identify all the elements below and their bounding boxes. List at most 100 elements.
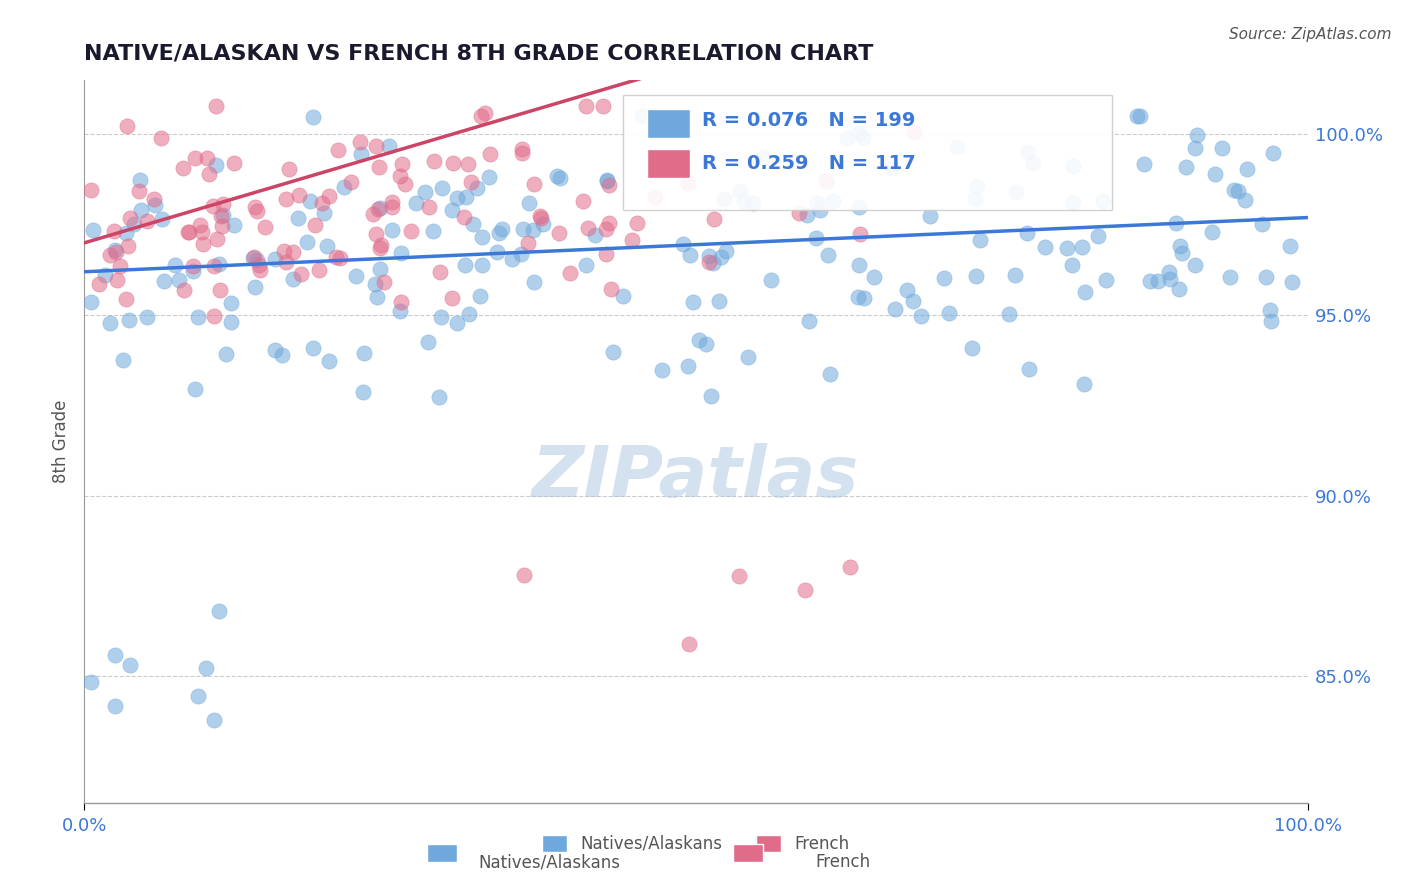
Natives/Alaskans [1204, 167, 1226, 181]
French [839, 559, 862, 574]
French [697, 255, 720, 269]
Natives/Alaskans [938, 306, 960, 320]
Natives/Alaskans [966, 179, 988, 194]
Natives/Alaskans [835, 130, 858, 145]
Bar [733, 844, 763, 862]
French [143, 193, 166, 207]
French [211, 196, 233, 211]
Natives/Alaskans [1234, 193, 1257, 207]
Natives/Alaskans [509, 246, 531, 260]
Natives/Alaskans [441, 202, 464, 217]
Natives/Alaskans [1139, 274, 1161, 288]
Natives/Alaskans [852, 130, 875, 145]
Natives/Alaskans [965, 269, 987, 284]
Natives/Alaskans [430, 181, 453, 195]
French [364, 227, 387, 241]
Natives/Alaskans [818, 367, 841, 381]
French [849, 227, 872, 241]
Natives/Alaskans [1017, 226, 1039, 240]
Natives/Alaskans [1062, 194, 1084, 209]
French [184, 151, 207, 165]
French [814, 173, 837, 187]
Natives/Alaskans [457, 307, 479, 321]
Natives/Alaskans [219, 315, 242, 329]
Natives/Alaskans [862, 269, 884, 284]
French [191, 237, 214, 252]
Natives/Alaskans [1060, 258, 1083, 272]
Natives/Alaskans [853, 291, 876, 305]
Natives/Alaskans [264, 252, 287, 267]
French [676, 177, 699, 191]
Natives/Alaskans [1074, 285, 1097, 299]
French [202, 309, 225, 323]
Natives/Alaskans [1033, 240, 1056, 254]
French [429, 264, 451, 278]
Natives/Alaskans [1005, 185, 1028, 199]
Natives/Alaskans [215, 347, 238, 361]
French [274, 255, 297, 269]
French [373, 275, 395, 289]
Natives/Alaskans [350, 146, 373, 161]
Text: Source: ZipAtlas.com: Source: ZipAtlas.com [1229, 27, 1392, 42]
Natives/Alaskans [301, 110, 323, 124]
French [339, 176, 361, 190]
French [278, 161, 301, 176]
Natives/Alaskans [446, 316, 468, 330]
French [108, 260, 131, 274]
Natives/Alaskans [463, 217, 485, 231]
Natives/Alaskans [848, 259, 870, 273]
French [188, 218, 211, 232]
Natives/Alaskans [80, 294, 103, 309]
French [595, 221, 617, 235]
Natives/Alaskans [1170, 238, 1192, 252]
Natives/Alaskans [364, 277, 387, 291]
Natives/Alaskans [1174, 160, 1197, 174]
Natives/Alaskans [804, 231, 827, 245]
Natives/Alaskans [153, 274, 176, 288]
Natives/Alaskans [848, 200, 870, 214]
Natives/Alaskans [405, 196, 427, 211]
Natives/Alaskans [1073, 377, 1095, 392]
French [368, 241, 391, 255]
Text: Natives/Alaskans: Natives/Alaskans [478, 854, 620, 871]
French [727, 569, 749, 583]
Text: NATIVE/ALASKAN VS FRENCH 8TH GRADE CORRELATION CHART: NATIVE/ALASKAN VS FRENCH 8TH GRADE CORRE… [84, 44, 873, 63]
Natives/Alaskans [388, 304, 411, 318]
Natives/Alaskans [1184, 258, 1206, 272]
French [274, 193, 297, 207]
Text: ZIPatlas: ZIPatlas [533, 443, 859, 512]
Natives/Alaskans [808, 203, 831, 218]
Natives/Alaskans [205, 158, 228, 172]
French [115, 119, 138, 133]
Natives/Alaskans [129, 203, 152, 218]
Natives/Alaskans [118, 313, 141, 327]
Natives/Alaskans [742, 195, 765, 210]
Natives/Alaskans [301, 341, 323, 355]
Natives/Alaskans [1126, 109, 1149, 123]
Natives/Alaskans [122, 217, 145, 231]
French [136, 214, 159, 228]
French [703, 212, 725, 227]
Natives/Alaskans [202, 713, 225, 727]
French [209, 209, 232, 223]
Natives/Alaskans [1171, 245, 1194, 260]
French [394, 177, 416, 191]
Natives/Alaskans [115, 226, 138, 240]
Natives/Alaskans [295, 235, 318, 250]
French [474, 105, 496, 120]
French [457, 156, 479, 170]
Natives/Alaskans [969, 233, 991, 247]
Natives/Alaskans [1250, 217, 1272, 231]
Natives/Alaskans [316, 239, 339, 253]
Natives/Alaskans [596, 172, 619, 186]
Natives/Alaskans [678, 359, 700, 373]
Natives/Alaskans [187, 310, 209, 324]
French [529, 209, 551, 223]
French [903, 125, 925, 139]
Natives/Alaskans [314, 206, 336, 220]
Natives/Alaskans [1095, 273, 1118, 287]
Natives/Alaskans [446, 191, 468, 205]
Natives/Alaskans [352, 384, 374, 399]
French [530, 211, 553, 226]
Natives/Alaskans [145, 198, 167, 212]
